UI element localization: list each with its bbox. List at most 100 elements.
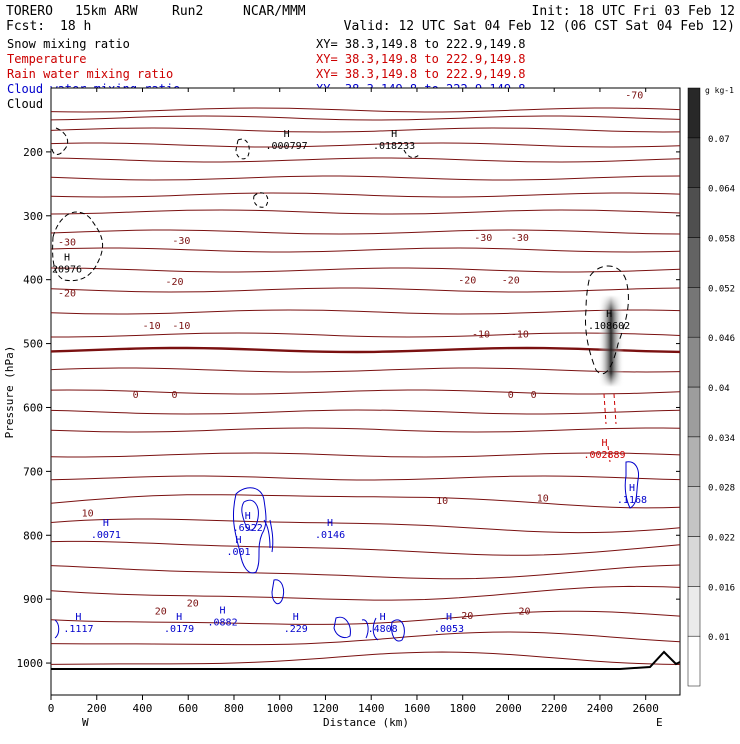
isotherm-line (50, 157, 681, 163)
isotherm-line (51, 332, 681, 338)
y-tick-label: 800 (23, 529, 43, 542)
maximum-marker: H (284, 129, 290, 140)
isotherm-label: 20 (518, 607, 530, 618)
ice-contour (403, 149, 421, 158)
x-tick-label: 200 (87, 702, 107, 715)
model-label: TORERO (6, 4, 53, 19)
x-tick-label: 400 (133, 702, 153, 715)
isotherm-label: -70 (625, 90, 643, 101)
y-axis-title: Pressure (hPa) (3, 346, 16, 439)
isotherm-line (50, 309, 681, 315)
isotherm-label: 20 (155, 607, 167, 618)
cloud-water-contour (241, 499, 259, 531)
isotherm-label: -10 (143, 321, 161, 332)
y-tick-label: 1000 (17, 657, 44, 670)
x-tick-label: 2600 (632, 702, 659, 715)
colorbar-label: 0.04 (708, 384, 730, 394)
y-tick-label: 900 (23, 593, 43, 606)
isotherm-label: -20 (165, 277, 183, 288)
colorbar-label: 0.046 (708, 334, 735, 344)
isotherm-line (50, 142, 681, 148)
maximum-value: .229 (284, 624, 308, 635)
maximum-marker: H (293, 612, 299, 623)
hydrometeor-contours (51, 127, 681, 670)
x-tick-label: 1000 (266, 702, 293, 715)
maximum-value: .6922 (233, 523, 263, 534)
init-label: Init: 18 UTC Fri 03 Feb 12 (532, 4, 736, 19)
maximum-value: .1117 (63, 624, 93, 635)
isotherm-label: 0 (171, 390, 177, 401)
isotherm-line (50, 209, 681, 215)
isotherm-label: 0 (508, 390, 514, 401)
isotherm-line (50, 346, 681, 354)
colorbar-label: 0.058 (708, 235, 735, 245)
maximum-marker: H (380, 612, 386, 623)
isotherm-label: 10 (82, 508, 94, 519)
y-tick-label: 500 (23, 338, 43, 351)
isotherm-line (50, 610, 681, 625)
isotherm-label: -30 (511, 233, 529, 244)
x-tick-label: 1400 (358, 702, 385, 715)
isotherm-label: -30 (474, 233, 492, 244)
x-tick-label: 2000 (495, 702, 522, 715)
isotherm-label: 20 (461, 611, 473, 622)
isotherm-label: -10 (472, 329, 490, 340)
isotherm-line (50, 107, 681, 113)
isotherm-label: -20 (502, 276, 520, 287)
cloud-water-contour (54, 619, 60, 639)
maximum-marker: H (103, 518, 109, 529)
isotherm-line (50, 631, 681, 646)
colorbar-label: 0.07 (708, 135, 730, 145)
maximum-marker: H (64, 253, 70, 264)
maximum-value: .108602 (588, 321, 630, 332)
maximum-marker: H (245, 511, 251, 522)
maximum-value: .001 (227, 547, 251, 558)
maximum-marker: H (629, 483, 635, 494)
run-label: Run2 (172, 4, 203, 19)
isotherm-line (50, 192, 681, 198)
colorbar-segment (687, 137, 701, 188)
isotherm-line (50, 389, 681, 395)
x-tick-label: 1800 (449, 702, 476, 715)
colorbar: 0.01 0.016 0.022 0.028 0.034 0.04 0.046 0.052 0.… (687, 87, 735, 687)
x-tick-label: 0 (48, 702, 55, 715)
x-tick-label: 2200 (541, 702, 568, 715)
rain-contour (603, 393, 617, 463)
colorbar-label: 0.022 (708, 534, 735, 544)
isotherm-label: 20 (187, 598, 199, 609)
isotherm-line (50, 127, 681, 133)
x-tick-label: 2400 (587, 702, 614, 715)
maximum-marker: H (75, 612, 81, 623)
cloud-water-contour (391, 619, 405, 642)
isotherm-line (50, 229, 681, 235)
ice-contour (52, 211, 103, 282)
isotherm-label: 10 (537, 494, 549, 505)
cloud-water-contour (271, 579, 285, 605)
isotherm-line (50, 540, 681, 556)
field-xy: XY= 38.3,149.8 to 222.9,149.8 (316, 52, 526, 66)
fcst-label: Fcst: (6, 19, 45, 34)
colorbar-segment (687, 486, 701, 537)
colorbar-label: 0.064 (708, 185, 735, 195)
maximum-marker: H (327, 518, 333, 529)
west-label: W (82, 716, 89, 729)
colorbar-label: 0.01 (708, 633, 730, 643)
colorbar-label: 0.052 (708, 284, 735, 294)
colorbar-label: 0.016 (708, 583, 735, 593)
colorbar-segment (687, 386, 701, 438)
ice-contour (585, 265, 629, 375)
center-label: NCAR/MMM (243, 4, 306, 19)
maximum-value: .0053 (434, 624, 464, 635)
ice-contour (253, 192, 269, 208)
field-xy: XY= 38.3,149.8 to 222.9,149.8 (316, 37, 526, 51)
field-name: Snow mixing ratio (7, 37, 130, 51)
maximum-value: .1168 (617, 495, 647, 506)
isotherm-line (50, 409, 681, 415)
isotherm-line (50, 287, 681, 293)
maximum-value: .018233 (373, 141, 415, 152)
y-tick-label: 400 (23, 274, 43, 287)
maximum-value: .0071 (91, 530, 121, 541)
isotherm-label: -10 (172, 321, 190, 332)
maximum-value: .0179 (164, 624, 194, 635)
isotherm-line (50, 367, 681, 373)
